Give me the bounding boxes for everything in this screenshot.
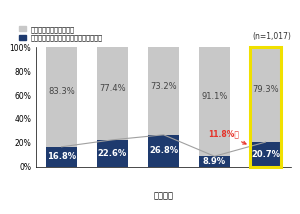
Bar bbox=[46, 47, 77, 147]
Bar bbox=[97, 140, 128, 167]
Text: 20.7%: 20.7% bbox=[251, 150, 280, 159]
Bar bbox=[199, 156, 230, 167]
Bar bbox=[46, 147, 77, 167]
Text: 73.2%: 73.2% bbox=[150, 82, 177, 91]
Bar bbox=[250, 47, 281, 167]
Bar bbox=[199, 47, 230, 156]
Bar bbox=[97, 47, 128, 140]
X-axis label: 経年比較: 経年比較 bbox=[154, 191, 173, 200]
Text: 11.8%増: 11.8%増 bbox=[208, 129, 246, 144]
Text: (n=1,017): (n=1,017) bbox=[252, 31, 291, 40]
Text: 22.6%: 22.6% bbox=[98, 149, 127, 158]
Text: 79.3%: 79.3% bbox=[252, 85, 279, 94]
Text: 16.8%: 16.8% bbox=[47, 152, 76, 161]
Legend: インターンシップ未経験, インターンシップに参加したことがある: インターンシップ未経験, インターンシップに参加したことがある bbox=[19, 26, 103, 41]
Text: 91.1%: 91.1% bbox=[201, 92, 228, 101]
Bar bbox=[148, 135, 179, 167]
Bar bbox=[250, 142, 281, 167]
Bar bbox=[148, 47, 179, 135]
Text: 83.3%: 83.3% bbox=[48, 87, 75, 96]
Text: 26.8%: 26.8% bbox=[149, 146, 178, 155]
Bar bbox=[250, 47, 281, 142]
Text: 8.9%: 8.9% bbox=[203, 157, 226, 166]
Text: 77.4%: 77.4% bbox=[99, 84, 126, 93]
